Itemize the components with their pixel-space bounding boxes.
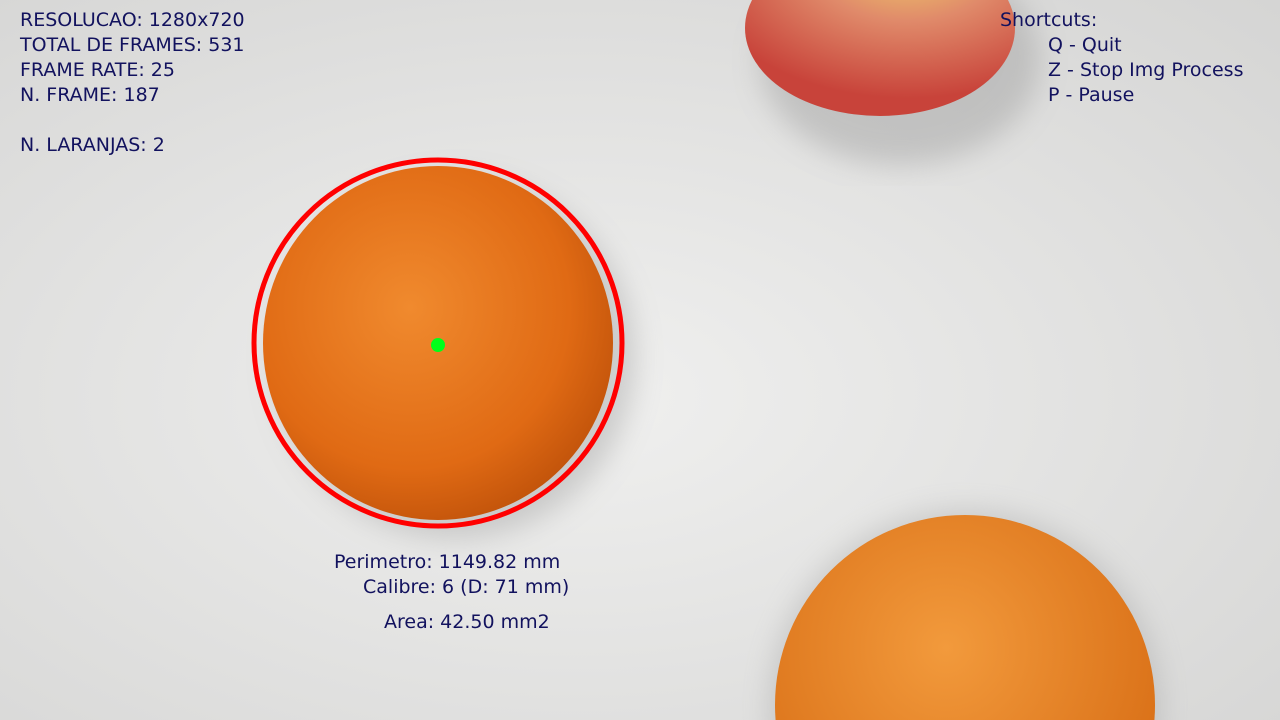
info-text: FRAME RATE: 25	[20, 59, 175, 81]
apple	[745, 0, 1015, 116]
orange	[775, 515, 1155, 720]
shortcut: Z - Stop Img Process	[1048, 59, 1243, 81]
info-text: TOTAL DE FRAMES: 531	[19, 34, 245, 56]
measurement: Calibre: 6 (D: 71 mm)	[363, 576, 569, 598]
measurement: Perimetro: 1149.82 mm	[334, 551, 560, 573]
center-point	[431, 338, 445, 352]
shortcut: P - Pause	[1048, 84, 1134, 106]
info-text: RESOLUCAO: 1280x720	[20, 9, 245, 31]
shortcut: Q - Quit	[1048, 34, 1122, 56]
info-text: N. FRAME: 187	[20, 84, 160, 106]
shortcuts-title: Shortcuts:	[1000, 9, 1097, 31]
detection-circle	[251, 157, 625, 529]
measurement: Area: 42.50 mm2	[384, 611, 550, 633]
info-text: N. LARANJAS: 2	[20, 134, 165, 156]
